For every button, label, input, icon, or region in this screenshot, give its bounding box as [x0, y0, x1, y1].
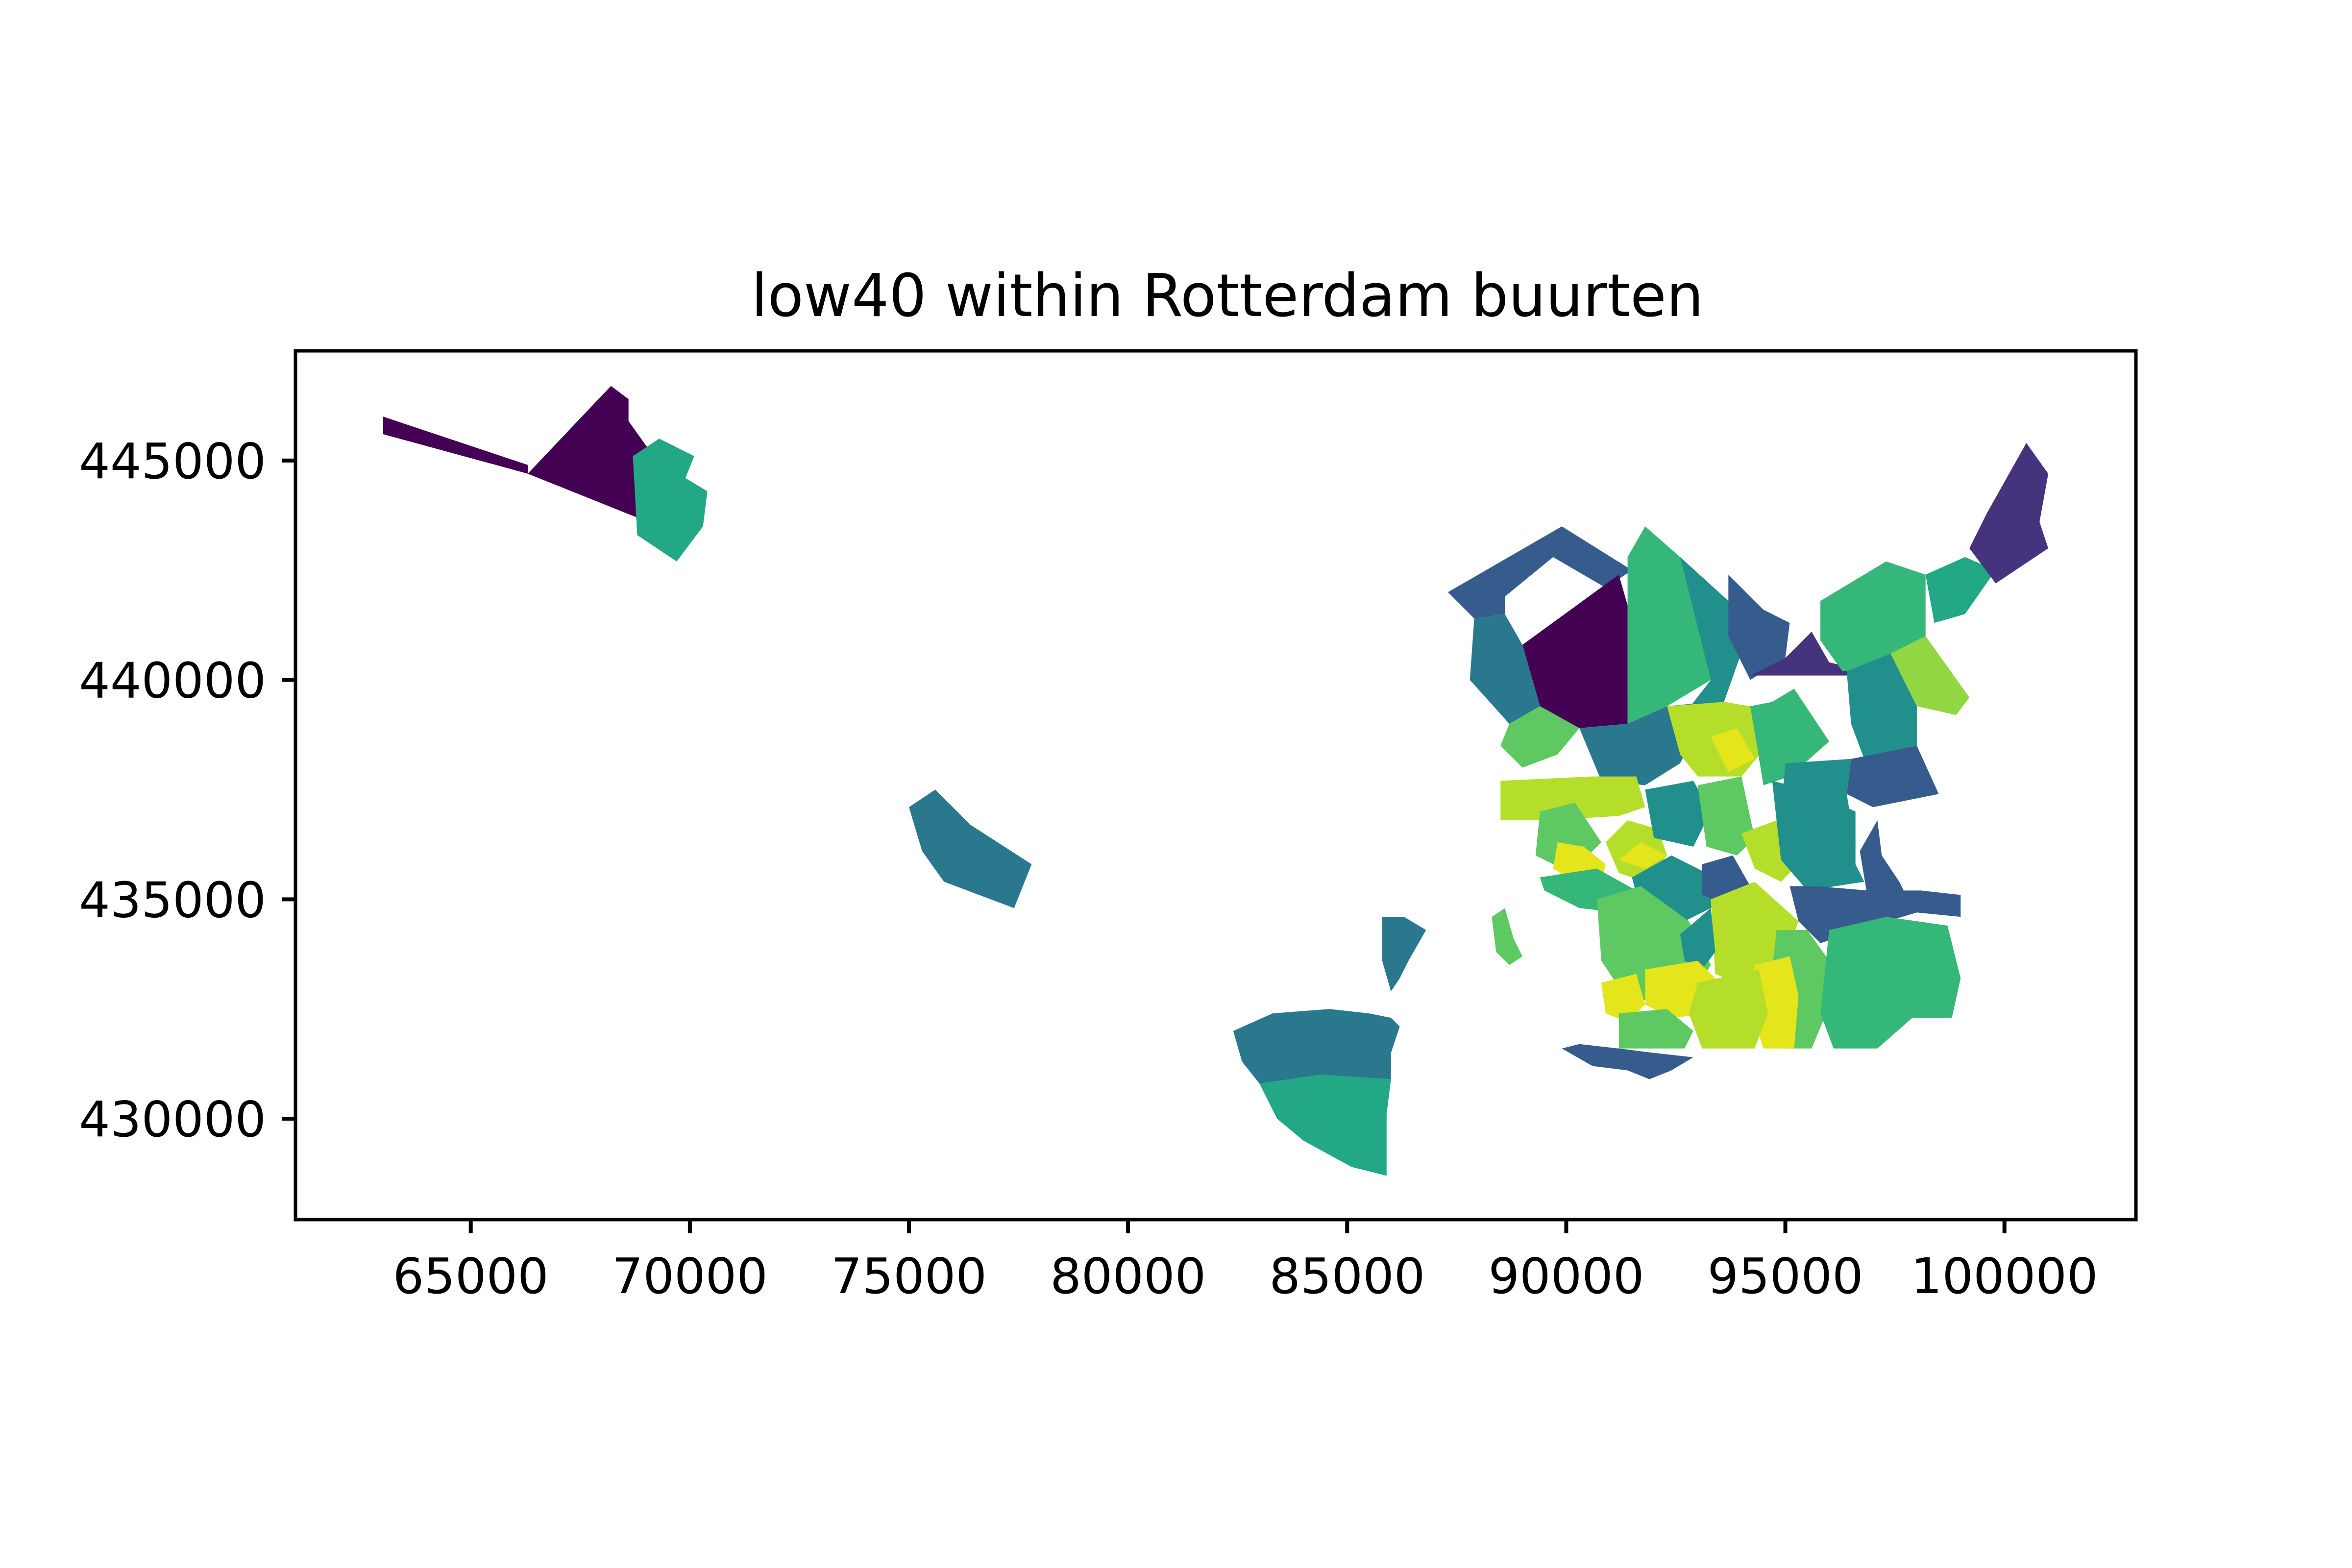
region-ne-green — [1820, 561, 1926, 671]
region-small-island — [1492, 908, 1522, 965]
region-hoek-east — [633, 439, 708, 562]
x-tick-label: 95000 — [1708, 1248, 1863, 1305]
region-south-teal — [1680, 908, 1715, 970]
region-west-lime — [1500, 776, 1645, 821]
region-south-west-c — [1382, 917, 1426, 992]
region-north-blue — [1728, 574, 1790, 680]
y-tick-label: 435000 — [79, 871, 266, 929]
x-tick-label: 90000 — [1488, 1248, 1644, 1305]
y-tick-label: 445000 — [79, 433, 266, 490]
y-tick-label: 440000 — [79, 652, 266, 710]
y-tick-label: 430000 — [79, 1091, 266, 1148]
region-east-blue — [1846, 745, 1939, 808]
region-mid-teal — [1645, 781, 1711, 847]
region-centre-green — [1750, 688, 1829, 785]
x-tick-label: 75000 — [831, 1248, 987, 1305]
region-east-blue-2 — [1860, 820, 1908, 904]
region-hoek-strip — [383, 416, 528, 474]
region-east-teal — [1846, 653, 1917, 759]
x-axis: 65000 70000 75000 80000 85000 90000 95000 10000… — [393, 1220, 2098, 1305]
region-north-dark — [1522, 574, 1628, 729]
region-south-edge-blue — [1562, 1044, 1693, 1079]
x-tick-label: 65000 — [393, 1248, 549, 1305]
y-axis: 430000 435000 440000 445000 — [79, 433, 295, 1148]
x-tick-label: 70000 — [612, 1248, 768, 1305]
x-tick-label: 80000 — [1050, 1248, 1206, 1305]
region-south-green-far — [1820, 917, 1961, 1049]
region-nw-teal — [1470, 614, 1540, 724]
axes-frame — [294, 349, 2138, 1222]
region-ne-purple — [1969, 443, 2049, 584]
region-south-west-a — [1233, 1009, 1400, 1084]
region-ne-light — [1890, 636, 1970, 715]
map-regions — [383, 386, 2049, 1176]
region-nw-ring — [1448, 526, 1632, 619]
region-mid-yellow-2 — [1618, 842, 1667, 869]
region-north-green — [1627, 526, 1729, 724]
region-hoek-main — [528, 386, 651, 518]
region-ne-teal — [1925, 557, 1996, 623]
x-tick-label: 85000 — [1269, 1248, 1425, 1305]
region-south-east-blue — [1789, 886, 1961, 943]
region-south-lime-2 — [1689, 969, 1768, 1049]
region-rozenburg — [909, 789, 1032, 908]
region-south-yellow-1 — [1601, 974, 1645, 1022]
x-tick-label: 100000 — [1911, 1248, 2098, 1305]
region-nw-green — [1500, 706, 1580, 768]
region-south-green-west — [1618, 1009, 1693, 1049]
chart-title: low40 within Rotterdam buurten — [751, 262, 1704, 330]
region-centre-yellow — [1711, 728, 1755, 772]
region-east-mid-teal — [1772, 781, 1864, 891]
region-south-west-b — [1259, 1075, 1391, 1176]
region-mid-green-2 — [1697, 776, 1755, 856]
region-north-teal — [1680, 557, 1750, 720]
region-north-band — [1750, 632, 1886, 676]
